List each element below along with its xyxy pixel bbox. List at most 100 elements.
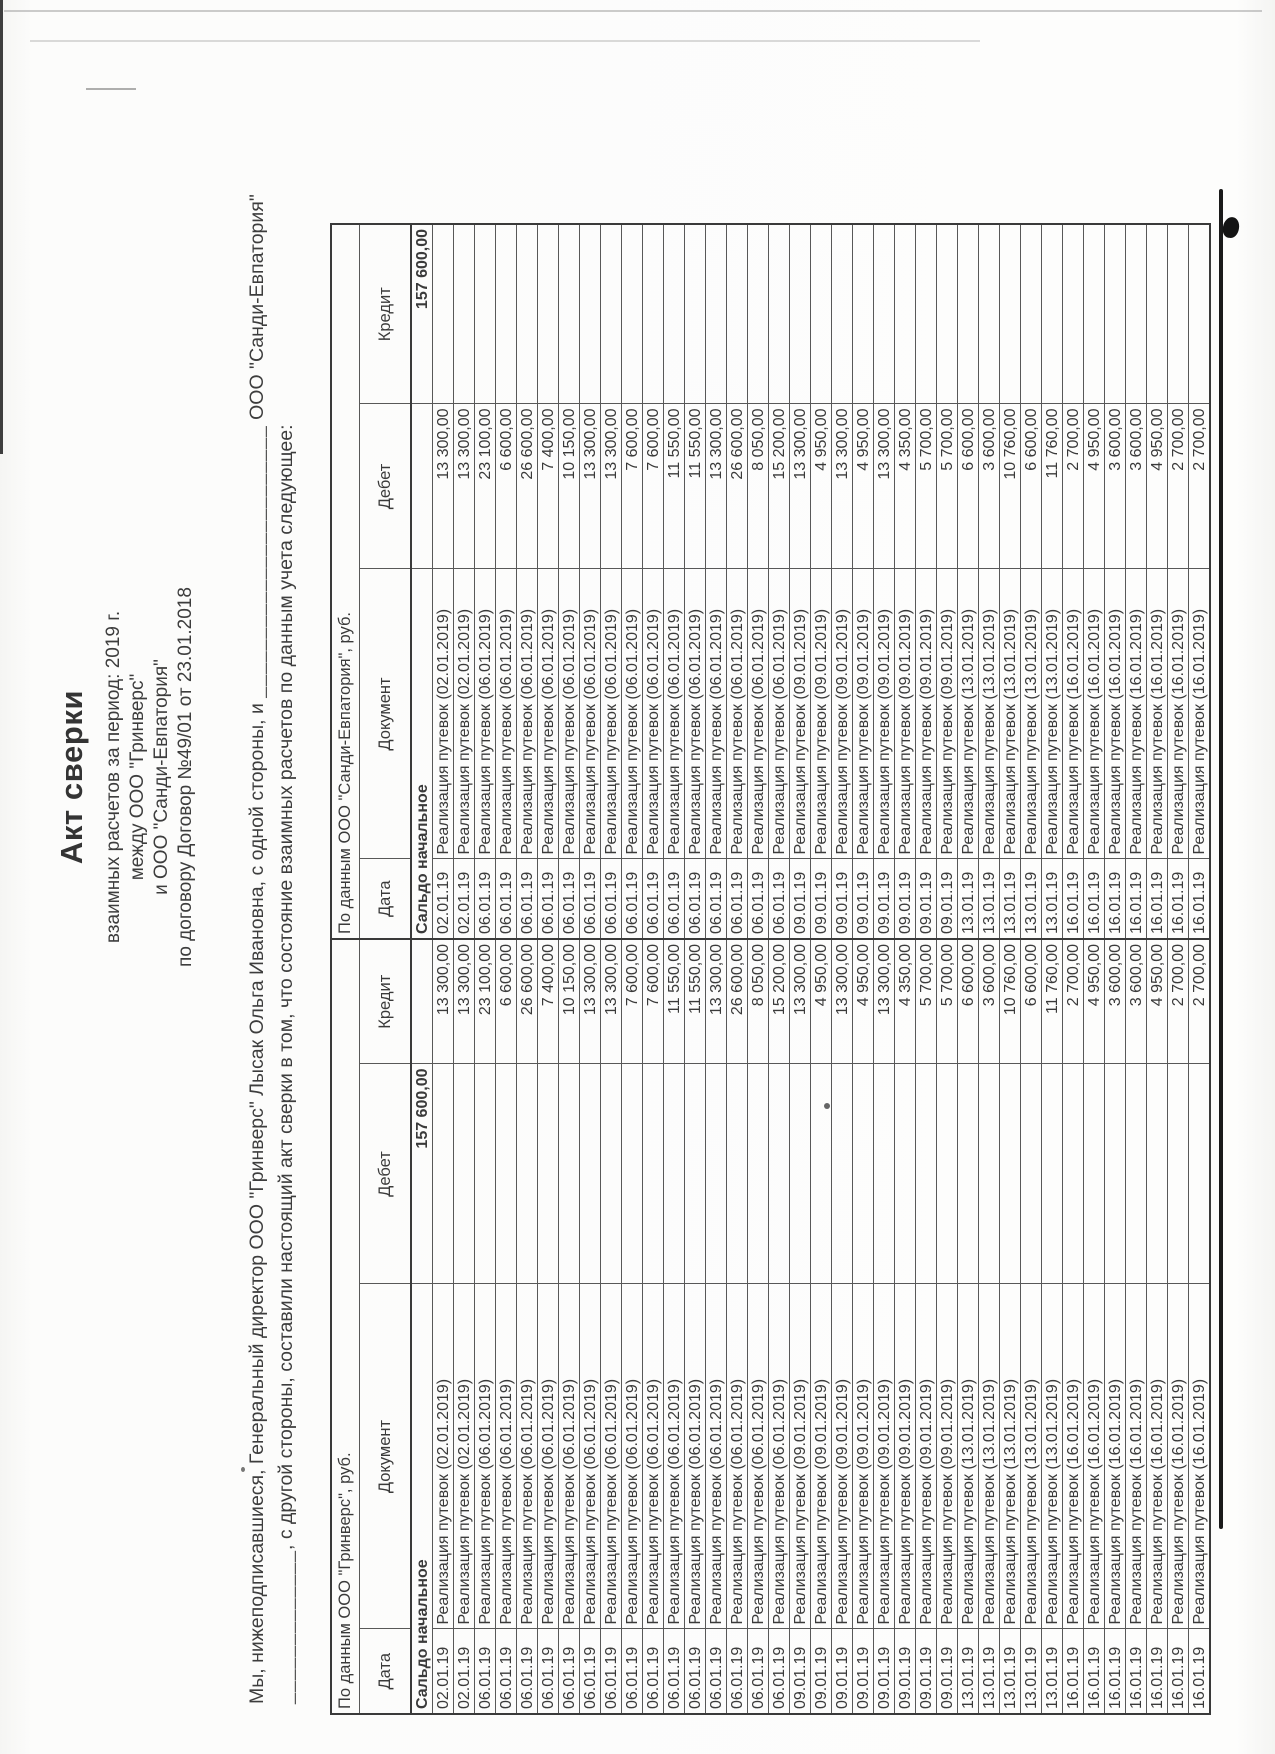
sandi-document-cell: Реализация путевок (09.01.2019): [852, 568, 874, 859]
grinvers-credit-cell: 13 300,00: [705, 938, 727, 1064]
sandi-credit-cell: [1104, 223, 1126, 404]
grinvers-date-cell: 06.01.19: [642, 1629, 664, 1714]
sandi-debit-cell: 4 950,00: [1146, 403, 1168, 569]
grinvers-date-cell: 02.01.19: [453, 1629, 475, 1714]
grinvers-date-cell: 16.01.19: [1062, 1629, 1084, 1714]
transaction-row: 16.01.19 Реализация путевок (16.01.2019) 3…: [1104, 223, 1126, 1714]
transaction-row: 02.01.19 Реализация путевок (02.01.2019) 1…: [453, 223, 475, 1714]
sandi-document-cell: Реализация путевок (09.01.2019): [894, 568, 916, 859]
document-title: Акт сверки: [54, 689, 89, 865]
sandi-credit-cell: [1125, 223, 1147, 404]
sandi-date-cell: 02.01.19: [432, 858, 454, 939]
sandi-debit-cell: 23 100,00: [474, 403, 496, 569]
grinvers-debit-cell: [621, 1064, 643, 1284]
grinvers-date-cell: 06.01.19: [663, 1629, 685, 1714]
sandi-debit-cell: 13 300,00: [831, 403, 853, 569]
sandi-document-cell: Реализация путевок (16.01.2019): [1167, 568, 1189, 859]
grinvers-document-cell: Реализация путевок (16.01.2019): [1188, 1284, 1210, 1629]
sandi-document-cell: Реализация путевок (09.01.2019): [810, 568, 832, 859]
sandi-date-cell: 13.01.19: [999, 858, 1021, 939]
grinvers-document-cell: Реализация путевок (16.01.2019): [1083, 1284, 1105, 1629]
subtitle-party-1-line: между ООО "Гринверс": [127, 673, 148, 881]
sandi-debit-cell: 4 950,00: [810, 403, 832, 569]
grinvers-credit-cell: 26 600,00: [516, 938, 538, 1064]
grinvers-debit-cell: [1125, 1064, 1147, 1284]
sandi-credit-cell: [579, 223, 601, 404]
sandi-debit-cell: 6 600,00: [957, 403, 979, 569]
sandi-debit-cell: 13 300,00: [432, 403, 454, 569]
sandi-document-cell: Реализация путевок (06.01.2019): [600, 568, 622, 859]
sandi-debit-cell: 4 950,00: [1083, 403, 1105, 569]
grinvers-credit-cell: 6 600,00: [495, 938, 517, 1064]
dust-speck: [824, 1103, 830, 1109]
transaction-row: 06.01.19 Реализация путевок (06.01.2019) 2…: [726, 223, 748, 1714]
grinvers-document-cell: Реализация путевок (09.01.2019): [789, 1284, 811, 1629]
sandi-credit-header: Кредит: [359, 223, 411, 404]
transaction-row: 02.01.19 Реализация путевок (02.01.2019) 1…: [432, 223, 454, 1714]
grinvers-opening-balance-label: Сальдо начальное: [411, 1284, 433, 1714]
transaction-row: 13.01.19 Реализация путевок (13.01.2019) 6…: [1020, 223, 1042, 1714]
sandi-date-cell: 06.01.19: [558, 858, 580, 939]
grinvers-debit-cell: [768, 1064, 790, 1284]
grinvers-document-cell: Реализация путевок (06.01.2019): [579, 1284, 601, 1629]
grinvers-debit-cell: [831, 1064, 853, 1284]
sandi-debit-cell: 8 050,00: [747, 403, 769, 569]
transaction-row: 09.01.19 Реализация путевок (09.01.2019) 4…: [810, 223, 832, 1714]
sandi-debit-cell: 11 550,00: [684, 403, 706, 569]
grinvers-credit-cell: 6 600,00: [957, 938, 979, 1064]
sandi-credit-cell: [663, 223, 685, 404]
sandi-credit-cell: [474, 223, 496, 404]
transaction-row: 16.01.19 Реализация путевок (16.01.2019) 2…: [1188, 223, 1210, 1714]
sandi-date-cell: 16.01.19: [1083, 858, 1105, 939]
transaction-row: 09.01.19 Реализация путевок (09.01.2019) 1…: [789, 223, 811, 1714]
sandi-date-cell: 09.01.19: [831, 858, 853, 939]
grinvers-date-cell: 09.01.19: [936, 1629, 958, 1714]
grinvers-credit-cell: 26 600,00: [726, 938, 748, 1064]
sandi-debit-cell: 3 600,00: [1104, 403, 1126, 569]
sandi-credit-cell: [600, 223, 622, 404]
sandi-date-cell: 09.01.19: [894, 858, 916, 939]
sandi-group-header: По данным ООО "Санди-Евпатория", руб.: [331, 223, 360, 939]
sandi-date-cell: 06.01.19: [663, 858, 685, 939]
sandi-document-header: Документ: [359, 568, 411, 859]
sandi-date-cell: 13.01.19: [978, 858, 1000, 939]
transaction-row: 06.01.19 Реализация путевок (06.01.2019) 1…: [663, 223, 685, 1714]
ink-blob-mark: [1221, 215, 1241, 240]
grinvers-debit-cell: [789, 1064, 811, 1284]
sandi-document-cell: Реализация путевок (13.01.2019): [999, 568, 1021, 859]
sandi-debit-cell: 5 700,00: [936, 403, 958, 569]
sandi-document-cell: Реализация путевок (06.01.2019): [726, 568, 748, 859]
sandi-credit-cell: [642, 223, 664, 404]
grinvers-credit-cell: 10 150,00: [558, 938, 580, 1064]
grinvers-date-cell: 13.01.19: [999, 1629, 1021, 1714]
sandi-document-cell: Реализация путевок (06.01.2019): [516, 568, 538, 859]
sandi-document-cell: Реализация путевок (02.01.2019): [453, 568, 475, 859]
sandi-document-cell: Реализация путевок (09.01.2019): [915, 568, 937, 859]
grinvers-debit-cell: [642, 1064, 664, 1284]
sandi-document-cell: Реализация путевок (16.01.2019): [1083, 568, 1105, 859]
sandi-document-cell: Реализация путевок (06.01.2019): [558, 568, 580, 859]
sandi-document-cell: Реализация путевок (06.01.2019): [495, 568, 517, 859]
sandi-opening-balance-label: Сальдо начальное: [411, 568, 433, 939]
sandi-credit-cell: [621, 223, 643, 404]
grinvers-debit-cell: [1167, 1064, 1189, 1284]
sandi-document-cell: Реализация путевок (16.01.2019): [1062, 568, 1084, 859]
grinvers-document-cell: Реализация путевок (06.01.2019): [495, 1284, 517, 1629]
grinvers-date-cell: 06.01.19: [537, 1629, 559, 1714]
grinvers-date-cell: 16.01.19: [1125, 1629, 1147, 1714]
sandi-debit-cell: 13 300,00: [453, 403, 475, 569]
grinvers-debit-cell: [978, 1064, 1000, 1284]
transaction-row: 06.01.19 Реализация путевок (06.01.2019) 7…: [621, 223, 643, 1714]
sandi-document-cell: Реализация путевок (13.01.2019): [978, 568, 1000, 859]
grinvers-debit-cell: [1083, 1064, 1105, 1284]
sandi-document-cell: Реализация путевок (06.01.2019): [621, 568, 643, 859]
grinvers-debit-cell: [1062, 1064, 1084, 1284]
grinvers-credit-cell: 4 950,00: [1083, 938, 1105, 1064]
grinvers-date-cell: 06.01.19: [474, 1629, 496, 1714]
sandi-credit-cell: [831, 223, 853, 404]
grinvers-debit-cell: [684, 1064, 706, 1284]
grinvers-date-cell: 13.01.19: [1041, 1629, 1063, 1714]
grinvers-date-cell: 16.01.19: [1188, 1629, 1210, 1714]
sandi-debit-cell: 10 760,00: [999, 403, 1021, 569]
grinvers-document-cell: Реализация путевок (06.01.2019): [726, 1284, 748, 1629]
